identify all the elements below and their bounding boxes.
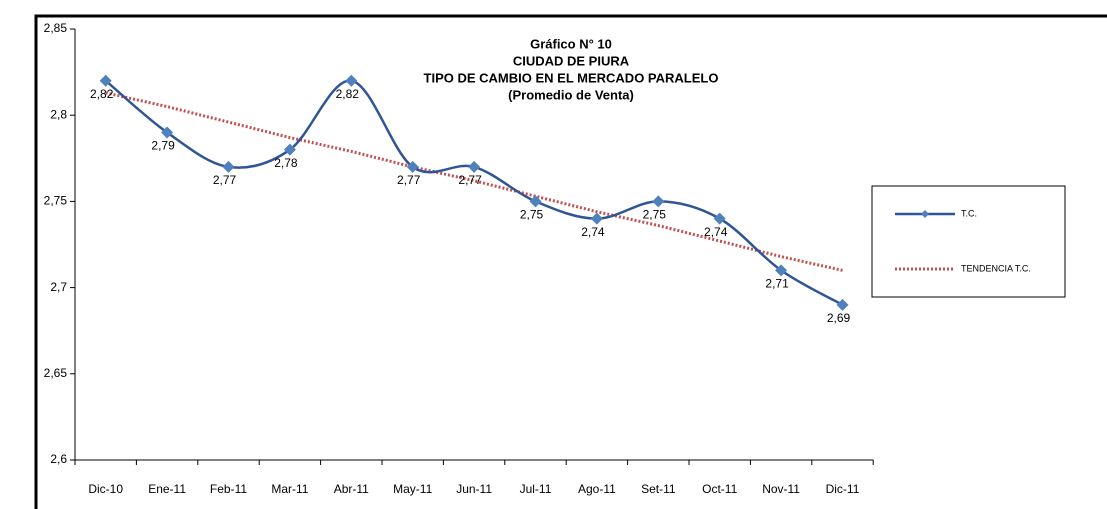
x-tick-label: Jun-11	[456, 482, 492, 496]
x-tick-label: Nov-11	[762, 482, 800, 496]
marker	[222, 160, 235, 173]
x-tick-label: Ene-11	[148, 482, 186, 496]
chart-frame	[34, 14, 1107, 509]
legend-box	[871, 185, 1066, 298]
data-label: 2,82	[90, 87, 114, 101]
data-label: 2,75	[520, 208, 544, 222]
data-label: 2,82	[336, 87, 360, 101]
data-label: 2,69	[827, 311, 851, 325]
data-label: 2,77	[458, 173, 482, 187]
data-label: 2,74	[581, 225, 605, 239]
data-label: 2,74	[704, 225, 728, 239]
data-label: 2,77	[397, 173, 421, 187]
marker	[99, 74, 112, 87]
y-tick-label: 2,85	[44, 21, 68, 35]
data-label: 2,79	[151, 139, 175, 153]
marker	[345, 74, 358, 87]
data-label: 2,71	[765, 277, 789, 291]
chart-title: TIPO DE CAMBIO EN EL MERCADO PARALELO	[424, 70, 719, 85]
x-tick-label: Dic-10	[88, 482, 123, 496]
x-tick-label: Mar-11	[271, 482, 308, 496]
y-tick-label: 2,7	[50, 280, 67, 294]
legend-marker	[921, 210, 929, 218]
marker	[283, 143, 296, 156]
series-line	[104, 79, 844, 306]
legend-label: TENDENCIA T.C.	[961, 263, 1031, 273]
x-tick-label: Oct-11	[702, 482, 737, 496]
y-tick-label: 2,8	[50, 107, 67, 121]
x-tick-label: Abr-11	[334, 482, 369, 496]
chart-title: Gráfico N° 10	[530, 36, 612, 51]
y-tick-label: 2,65	[44, 366, 68, 380]
data-label: 2,78	[274, 156, 298, 170]
x-tick-label: May-11	[393, 482, 432, 496]
data-label: 2,77	[213, 173, 237, 187]
y-tick-label: 2,6	[50, 452, 67, 466]
marker	[775, 264, 788, 277]
x-tick-label: Feb-11	[210, 482, 247, 496]
marker	[161, 126, 174, 139]
marker	[529, 195, 542, 208]
y-tick-label: 2,75	[44, 194, 68, 208]
marker	[713, 212, 726, 225]
legend-label: T.C.	[961, 208, 977, 218]
x-tick-label: Jul-11	[520, 482, 552, 496]
marker	[590, 212, 603, 225]
x-tick-label: Ago-11	[578, 482, 616, 496]
chart-title: (Promedio de Venta)	[508, 87, 634, 102]
marker	[468, 160, 481, 173]
marker	[836, 298, 849, 311]
marker	[652, 195, 665, 208]
chart-title: CIUDAD DE PIURA	[513, 53, 630, 68]
x-tick-label: Dic-11	[826, 482, 860, 496]
x-tick-label: Set-11	[641, 482, 676, 496]
marker	[406, 160, 419, 173]
data-label: 2,75	[643, 208, 667, 222]
